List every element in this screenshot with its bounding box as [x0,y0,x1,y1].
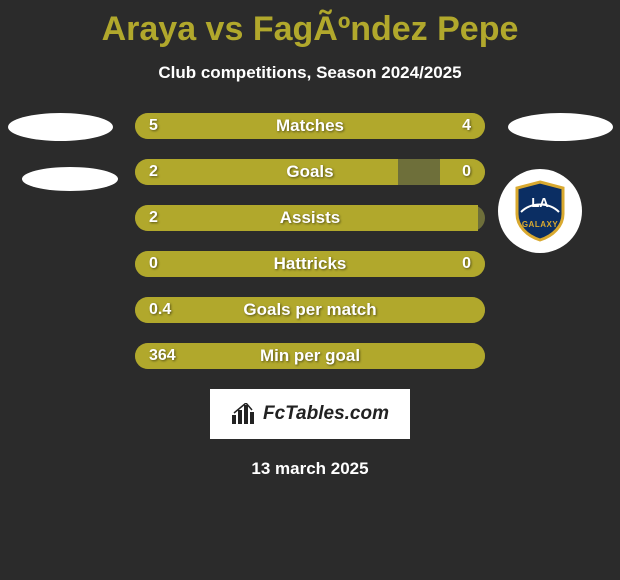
stat-label: Goals per match [135,297,485,323]
stat-value-left: 0.4 [149,297,171,323]
stat-row: Hattricks0 0 [135,251,485,277]
stat-label: Assists [135,205,485,231]
stat-label: Matches [135,113,485,139]
stat-row: Assists2 [135,205,485,231]
page-title: Araya vs FagÃºndez Pepe [0,0,620,49]
player-right-photo-placeholder [508,113,613,141]
la-galaxy-logo-icon: LA GALAXY [513,180,567,242]
stats-area: LA GALAXY Matches54Goals20Assists2Hattri… [0,113,620,369]
team-right-badge: LA GALAXY [498,169,582,253]
brand-box: FcTables.com [210,389,410,439]
stat-value-left: 0 [149,251,158,277]
svg-text:GALAXY: GALAXY [522,220,559,229]
stat-value-left: 2 [149,159,158,185]
brand-bars-icon [231,403,257,425]
stat-value-left: 2 [149,205,158,231]
stat-label: Hattricks [135,251,485,277]
stat-label: Min per goal [135,343,485,369]
stat-value-right: 0 [462,251,471,277]
svg-text:LA: LA [531,195,549,210]
stat-row: Min per goal364 [135,343,485,369]
stat-value-left: 364 [149,343,176,369]
stat-row: Goals2 0 [135,159,485,185]
stat-row: Matches5 4 [135,113,485,139]
stat-row: Goals per match0.4 [135,297,485,323]
stat-value-left: 5 [149,113,158,139]
player-left-photo-placeholder [8,113,113,141]
team-left-logo-placeholder [22,167,118,191]
stat-value-right: 0 [462,159,471,185]
page-subtitle: Club competitions, Season 2024/2025 [0,63,620,83]
date-text: 13 march 2025 [0,459,620,479]
brand-text: FcTables.com [263,403,389,425]
stat-label: Goals [135,159,485,185]
stat-value-right: 4 [462,113,471,139]
